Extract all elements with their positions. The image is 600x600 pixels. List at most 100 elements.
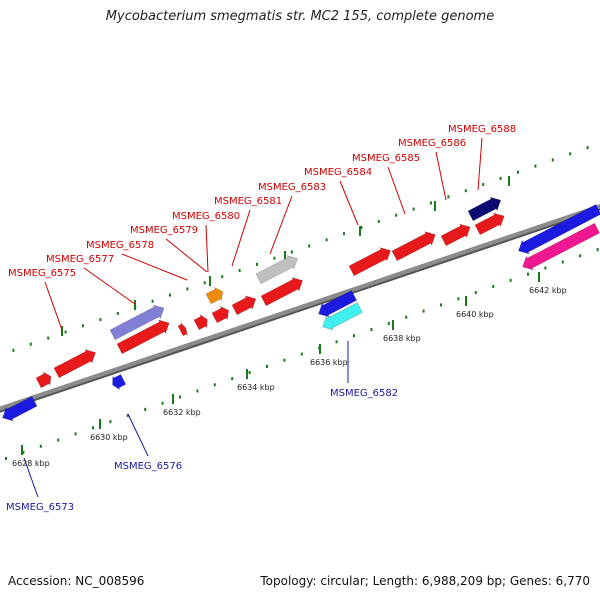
upper-dot (412, 207, 415, 211)
gene-label: MSMEG_6588 (448, 124, 516, 135)
gene-arrow (109, 304, 165, 341)
gene-label: MSMEG_6577 (46, 254, 114, 265)
upper-dot (517, 170, 519, 174)
lower-dot (179, 395, 181, 399)
upper-dot (325, 238, 328, 242)
upper-dot (116, 312, 119, 316)
scale-tick-label: 6632 kbp (163, 408, 201, 417)
lower-dot (213, 383, 216, 387)
lower-dot (196, 389, 199, 393)
gene-arrow (205, 286, 224, 305)
lower-dot (248, 371, 251, 375)
gene-arrow (2, 395, 38, 422)
gene-arrow (35, 371, 52, 389)
gene-label: MSMEG_6573 (6, 502, 74, 513)
upper-dot (447, 195, 450, 199)
lower-dot (370, 328, 373, 332)
gene-label: MSMEG_6582 (330, 388, 398, 399)
leader-line (127, 413, 149, 457)
upper-dot (430, 201, 432, 205)
upper-dot (290, 250, 293, 254)
upper-dot (64, 330, 67, 334)
lower-dot (405, 315, 408, 319)
gene-arrow (522, 222, 600, 271)
gene-arrow (260, 277, 303, 307)
lower-dot (596, 248, 599, 252)
scale-tick-label: 6634 kbp (237, 383, 275, 392)
lower-dot (300, 352, 303, 356)
lower-dot (126, 414, 129, 418)
map-title: Mycobacterium smegmatis str. MC2 155, co… (105, 9, 495, 24)
gene-arrow (318, 290, 357, 318)
position-track (5, 146, 599, 460)
upper-dot (551, 158, 554, 162)
gene-arrow (193, 313, 208, 331)
upper-dot (99, 318, 102, 322)
leader-line (23, 457, 39, 498)
upper-dot (360, 226, 363, 230)
gene-arrow (231, 295, 257, 316)
genome-backbone (0, 204, 600, 413)
lower-dot (283, 358, 286, 362)
lower-dot (231, 377, 234, 381)
upper-dot (586, 146, 589, 150)
lower-dot (457, 297, 460, 301)
lower-dot (57, 438, 60, 442)
upper-dot (273, 256, 276, 260)
gene-arrow (467, 196, 502, 222)
upper-dot (308, 244, 311, 248)
upper-dot (534, 164, 537, 168)
upper-dot (169, 293, 171, 297)
gene-arrow (112, 374, 127, 391)
gene-label: MSMEG_6585 (352, 153, 420, 164)
lower-dot (109, 420, 112, 424)
leader-line (387, 166, 406, 215)
leader-line (231, 209, 251, 267)
lower-dot (335, 340, 338, 344)
gene-label: MSMEG_6581 (214, 196, 282, 207)
gene-arrow (440, 223, 471, 247)
upper-dot (499, 176, 502, 180)
upper-dot (82, 324, 84, 328)
upper-dot (377, 219, 380, 223)
leader-line (205, 224, 209, 273)
topology-text: Topology: circular; Length: 6,988,209 bp… (260, 574, 590, 588)
upper-dot (12, 348, 15, 352)
accession-text: Accession: NC_008596 (8, 574, 145, 588)
gene-label: MSMEG_6576 (114, 461, 182, 472)
lower-dot (22, 450, 25, 454)
backbone-line (0, 204, 600, 411)
lower-dot (74, 432, 77, 436)
gene-arrow (53, 349, 96, 379)
upper-dot (569, 152, 572, 156)
upper-dot (29, 342, 32, 346)
scale-tick-label: 6630 kbp (90, 433, 128, 442)
gene-label: MSMEG_6578 (86, 240, 154, 251)
leader-line (83, 267, 136, 305)
leader-line (477, 137, 483, 191)
lower-dot (422, 309, 425, 313)
gene-arrow (474, 212, 505, 236)
lower-dot (144, 407, 147, 411)
gene-label-layer: MSMEG_6575 MSMEG_6577 MSMEG_6578 MSMEG_6579… (6, 124, 516, 513)
upper-dot (203, 281, 206, 285)
upper-dot (186, 287, 189, 291)
lower-dot (544, 266, 547, 270)
lower-dot (527, 272, 529, 276)
gene-arrow (518, 204, 600, 255)
lower-dot (353, 334, 355, 338)
lower-dot (509, 278, 512, 282)
scale-tick-label: 6628 kbp (12, 459, 50, 468)
leader-line (44, 281, 63, 331)
gene-label: MSMEG_6586 (398, 138, 466, 149)
scale-tick-label: 6636 kbp (310, 358, 348, 367)
leader-line (165, 238, 208, 273)
scale-ticks: 6628 kbp 6630 kbp 6632 kbp 6634 kbp 6636 kbp… (12, 272, 567, 468)
scale-tick-label: 6642 kbp (529, 286, 567, 295)
gene-arrow (391, 231, 436, 262)
gene-label: MSMEG_6583 (258, 182, 326, 193)
lower-dot (5, 457, 7, 460)
gene-arrow (211, 305, 230, 324)
feature-track (2, 196, 600, 422)
